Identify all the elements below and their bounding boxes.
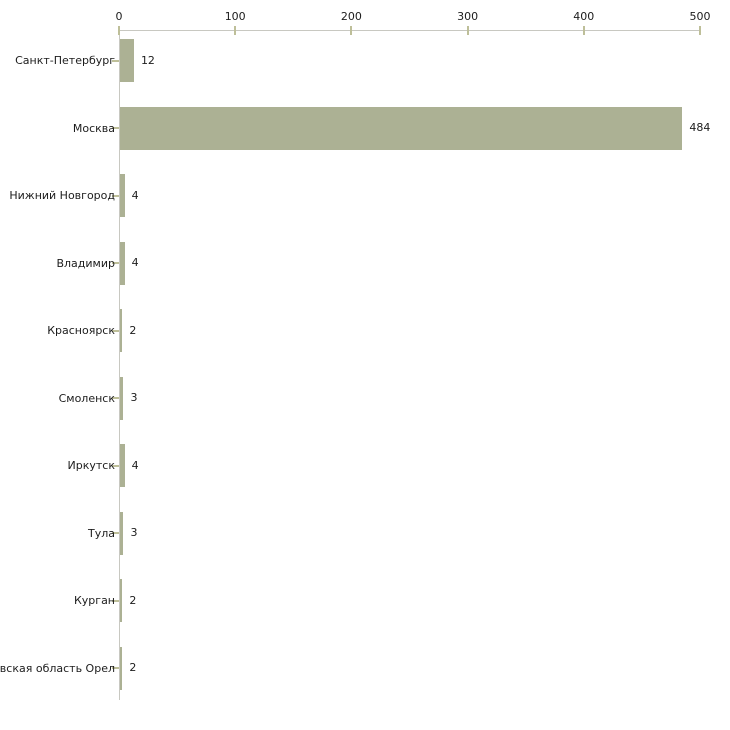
- value-label: 12: [140, 53, 155, 67]
- category-tick: [112, 59, 119, 62]
- bar: [120, 309, 123, 352]
- category-tick: [112, 599, 119, 602]
- category-label: Тула: [87, 526, 115, 540]
- bar: [120, 646, 123, 690]
- value-label: 4: [131, 188, 139, 202]
- category-label: Владимир: [56, 256, 115, 270]
- value-label: 2: [129, 323, 137, 337]
- category-label: Санкт-Петербург: [15, 54, 115, 67]
- category-tick: [112, 127, 119, 129]
- x-axis-tick-label: 500: [689, 10, 711, 23]
- bar: [120, 106, 683, 150]
- x-axis-tick-label: 400: [573, 10, 595, 23]
- value-label: 2: [129, 661, 137, 674]
- value-label: 3: [130, 391, 138, 404]
- x-axis-tick-label: 300: [457, 10, 479, 23]
- category-label: Орловская область Орел: [0, 661, 115, 675]
- category-tick: [112, 464, 119, 467]
- value-label: 484: [689, 121, 711, 134]
- bar: [120, 444, 125, 487]
- category-tick: [112, 262, 119, 264]
- value-label: 4: [131, 458, 139, 472]
- bar: [120, 511, 124, 555]
- x-axis-tick-label: 0: [115, 10, 123, 23]
- value-label: 4: [131, 256, 139, 269]
- y-axis-line: [119, 30, 120, 700]
- category-label: Нижний Новгород: [9, 189, 115, 202]
- category-tick: [112, 397, 119, 399]
- value-label: 3: [130, 526, 138, 539]
- x-axis-tick: [466, 26, 469, 35]
- value-label: 2: [129, 593, 137, 607]
- category-label: Курган: [73, 594, 115, 607]
- category-label: Москва: [72, 121, 115, 135]
- x-axis-tick: [118, 26, 120, 35]
- category-tick: [112, 329, 119, 332]
- bar: [120, 174, 125, 217]
- x-axis-tick-label: 100: [224, 10, 246, 23]
- x-axis-tick: [699, 26, 701, 35]
- x-axis-tick: [582, 26, 585, 35]
- category-label: Иркутск: [67, 459, 115, 472]
- x-axis-tick-label: 200: [340, 10, 362, 23]
- bar: [120, 579, 123, 622]
- bar: [120, 376, 124, 420]
- category-tick: [112, 532, 119, 534]
- category-tick: [112, 667, 119, 669]
- category-tick: [112, 194, 119, 197]
- bar: [120, 241, 125, 285]
- x-axis-tick: [234, 26, 237, 35]
- category-label: Смоленск: [58, 391, 115, 405]
- bar: [120, 39, 134, 82]
- x-axis-line: [119, 30, 701, 31]
- category-label: Красноярск: [47, 324, 115, 337]
- x-axis-tick: [350, 26, 353, 35]
